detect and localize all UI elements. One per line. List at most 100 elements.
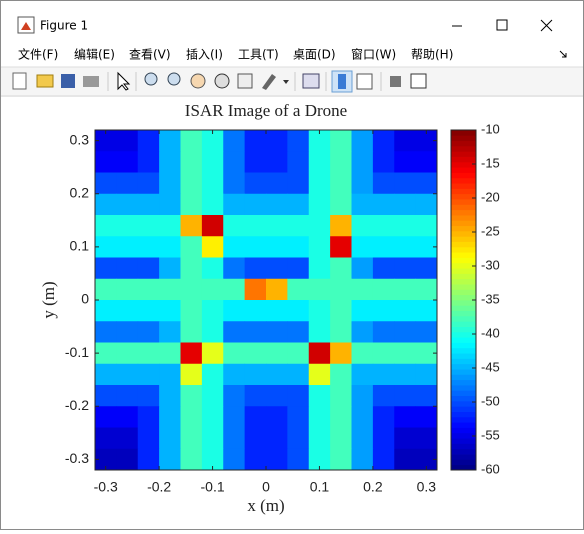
heatmap-cell — [330, 385, 352, 407]
save-button[interactable] — [61, 74, 75, 88]
heatmap-cell — [180, 172, 203, 195]
open-button[interactable] — [36, 74, 54, 88]
zoom-in-button[interactable] — [144, 72, 158, 86]
heatmap-cell — [308, 151, 331, 173]
rotate-button[interactable] — [214, 73, 230, 89]
heatmap-cell — [415, 257, 438, 280]
heatmap-cell — [95, 342, 117, 365]
heatmap-cell — [372, 342, 395, 365]
colorbar-segment — [451, 331, 476, 338]
heatmap-cell — [287, 363, 310, 386]
colorbar-segment — [451, 183, 476, 189]
heatmap-cell — [223, 321, 246, 343]
heatmap-cell — [244, 172, 267, 195]
heatmap-cell — [95, 427, 117, 450]
colorbar-tick-label: -55 — [481, 427, 500, 442]
heatmap-cell — [159, 385, 181, 407]
heatmap-cell — [287, 151, 310, 173]
menu-dock-arrow[interactable] — [559, 50, 567, 58]
print-button[interactable] — [83, 76, 99, 87]
close-button[interactable] — [540, 19, 553, 32]
heatmap-cell — [330, 278, 352, 301]
colorbar-segment — [451, 379, 476, 386]
heatmap-cell — [372, 193, 395, 216]
heatmap-cell — [330, 236, 352, 258]
heatmap-cell — [308, 427, 331, 450]
heatmap-cell — [266, 193, 288, 216]
heatmap-cell — [95, 172, 117, 195]
heatmap-cell — [308, 257, 331, 280]
zoom-out-button[interactable] — [167, 72, 181, 86]
menu-item[interactable]: 编辑(E) — [74, 47, 115, 62]
heatmap-cell — [330, 342, 352, 365]
brush-dropdown[interactable] — [283, 80, 289, 84]
colorbar-segment — [451, 353, 476, 359]
brush-button[interactable] — [262, 74, 276, 90]
menu-item[interactable]: 插入(I) — [186, 48, 223, 62]
heatmap-cell — [308, 342, 331, 365]
heatmap-cell — [372, 278, 395, 301]
heatmap-cell — [244, 300, 267, 322]
colorbar-segment — [451, 326, 476, 333]
new-button[interactable] — [12, 72, 27, 90]
heatmap-cell — [330, 321, 352, 343]
legend-button[interactable] — [356, 73, 373, 90]
menu-item[interactable]: 桌面(D) — [293, 48, 336, 62]
colorbar-tick-label: -50 — [481, 393, 500, 408]
menu-item[interactable]: 窗口(W) — [351, 48, 396, 62]
colorbar-segment — [451, 432, 476, 439]
heatmap-cell — [330, 172, 352, 195]
heatmap-cell — [330, 151, 352, 173]
colorbar-tick-label: -10 — [481, 121, 500, 136]
colorbar-tick-label: -35 — [481, 291, 500, 306]
colorbar-segment — [451, 369, 476, 375]
heatmap-cell — [330, 215, 352, 237]
heatmap-cell — [137, 385, 160, 407]
heatmap-cell — [351, 427, 374, 450]
link-button[interactable] — [302, 73, 320, 89]
colorbar-segment — [451, 443, 476, 450]
heatmap-cell — [244, 130, 267, 152]
heatmap-cell — [95, 193, 117, 216]
heatmap-cell — [244, 363, 267, 386]
menu-item[interactable]: 帮助(H) — [411, 48, 453, 62]
colorbar-segment — [451, 230, 476, 237]
heatmap-cell — [351, 300, 374, 322]
heatmap-cell — [201, 363, 224, 386]
select-button[interactable] — [117, 71, 131, 91]
pan-button[interactable] — [190, 73, 206, 89]
menu-item[interactable]: 工具(T) — [238, 48, 279, 62]
colorbar-segment — [451, 252, 476, 258]
menu-item[interactable]: 文件(F) — [18, 47, 58, 62]
heatmap-cell — [351, 215, 374, 237]
colorbar-segment — [451, 310, 476, 317]
heatmap-cell — [201, 151, 224, 173]
y-tick-label: 0.1 — [70, 238, 90, 254]
menu-item[interactable]: 查看(V) — [129, 48, 171, 62]
maximize-button[interactable] — [496, 19, 508, 31]
colorbar-segment — [451, 284, 476, 290]
colorbar-segment — [451, 241, 476, 248]
y-tick-label: -0.1 — [65, 344, 89, 360]
data-cursor-button[interactable] — [237, 73, 253, 89]
colorbar-segment — [451, 177, 476, 184]
heatmap-cell — [266, 130, 288, 152]
heatmap-cell — [351, 151, 374, 173]
colorbar-tick-label: -60 — [481, 461, 500, 476]
show-tools-button[interactable] — [410, 73, 427, 89]
colorbar-segment — [451, 448, 476, 455]
heatmap-cell — [95, 130, 117, 152]
colorbar-segment — [451, 289, 476, 296]
heatmap-cell — [415, 236, 438, 258]
colorbar-segment — [451, 145, 476, 152]
colorbar-segment — [451, 193, 476, 200]
heatmap-cell — [372, 448, 395, 471]
colorbar-tick-label: -25 — [481, 223, 500, 238]
heatmap-cell — [223, 130, 246, 152]
heatmap-cell — [137, 342, 160, 365]
chart-title: ISAR Image of a Drone — [185, 101, 347, 120]
heatmap-cell — [116, 427, 139, 450]
heatmap-cell — [201, 257, 224, 280]
hide-tools-button[interactable] — [390, 76, 401, 87]
heatmap-cell — [308, 278, 331, 301]
